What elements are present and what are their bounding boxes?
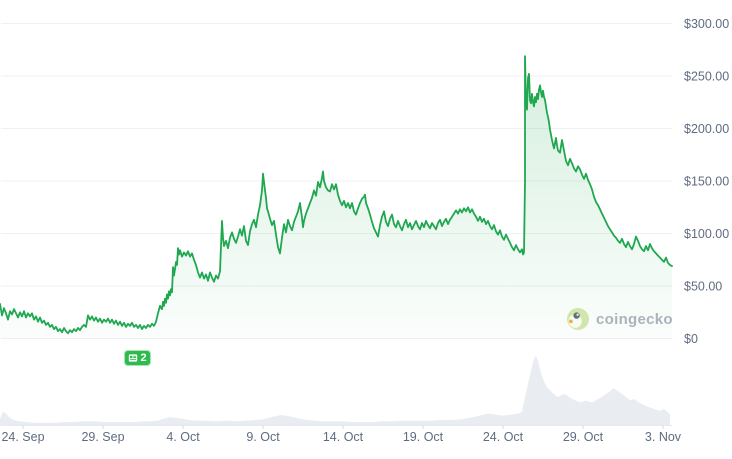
volume-area: [0, 355, 670, 426]
x-axis-label: 4. Oct: [166, 430, 200, 444]
x-tick-marks: [22, 425, 664, 429]
y-axis-labels: $300.00 $250.00 $200.00 $150.00 $100.00 $50.0…: [684, 17, 729, 346]
x-axis-label: 24. Sep: [1, 430, 44, 444]
y-axis-label: $100.00: [684, 227, 729, 241]
x-axis-label: 29. Oct: [563, 430, 604, 444]
y-axis-label: $200.00: [684, 122, 729, 136]
x-axis-label: 14. Oct: [323, 430, 364, 444]
x-axis-labels: 24. Sep 29. Sep 4. Oct 9. Oct 14. Oct 19. Oct…: [1, 430, 681, 444]
y-axis-label: $250.00: [684, 70, 729, 84]
event-count: 2: [140, 351, 147, 364]
y-axis-label: $150.00: [684, 175, 729, 189]
price-line[interactable]: [0, 55, 673, 335]
y-axis-label: $0: [684, 332, 698, 346]
y-axis-label: $300.00: [684, 17, 729, 31]
price-area-fill: [0, 56, 672, 339]
x-axis-label: 19. Oct: [403, 430, 444, 444]
y-axis-label: $50.00: [684, 280, 722, 294]
news-event-badge[interactable]: 2: [124, 350, 151, 366]
news-icon: [129, 354, 138, 362]
x-axis-label: 24. Oct: [483, 430, 524, 444]
x-axis-label: 9. Oct: [246, 430, 280, 444]
x-axis-label: 29. Sep: [81, 430, 124, 444]
x-axis-label: 3. Nov: [645, 430, 682, 444]
